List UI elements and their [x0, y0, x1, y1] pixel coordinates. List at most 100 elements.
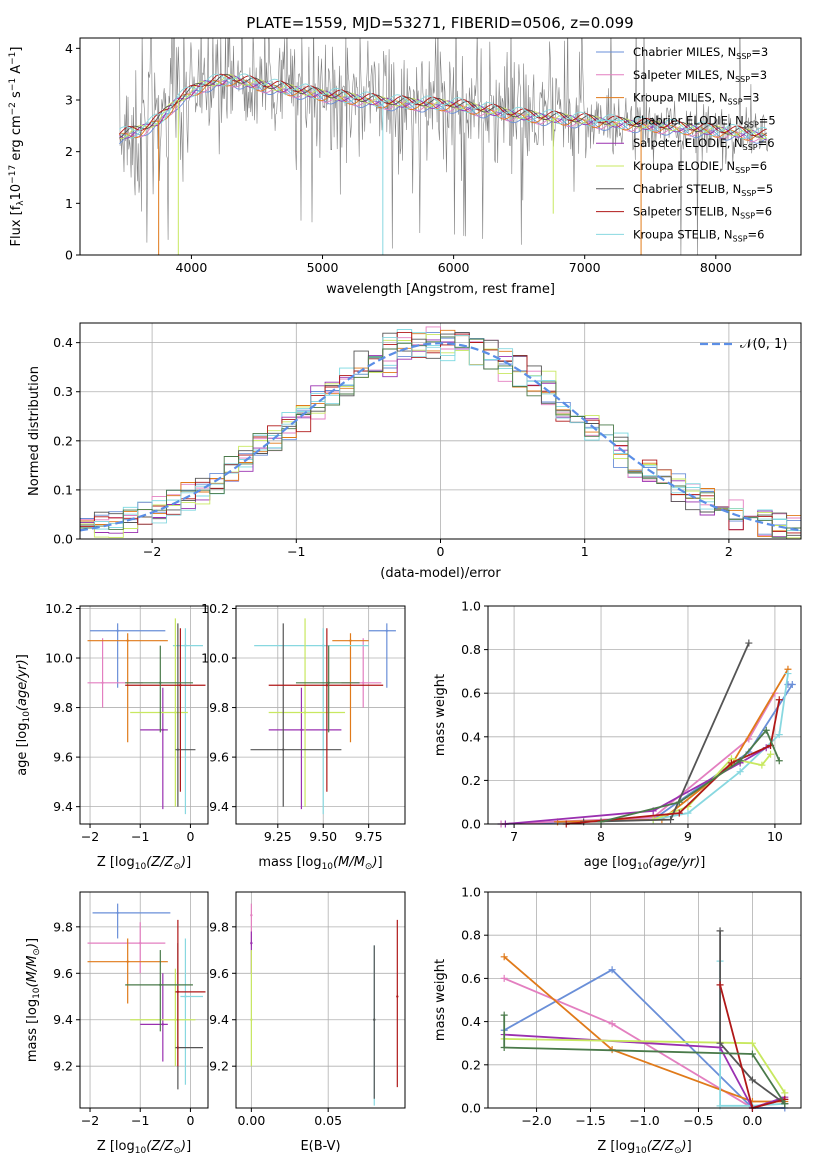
data-point: [139, 941, 142, 945]
mass_vs_EBV-plot-area: [250, 903, 399, 1106]
age_vs_Z-plot-area: [87, 618, 206, 815]
weight_vs_age-plot-area: [497, 639, 796, 828]
data-point: [303, 711, 307, 714]
weight-line: [652, 753, 772, 821]
axes-frame: [79, 37, 802, 256]
x-tick-label: −2: [143, 544, 161, 559]
x-tick-label: −2.0: [521, 1113, 551, 1128]
y-tick-label: 2: [65, 144, 73, 159]
x-tick-label: 8: [597, 829, 605, 844]
x-tick-label: −1.5: [575, 1113, 605, 1128]
legend-entry: Salpeter MILES, NSSP=3: [633, 68, 767, 84]
weight-marker: [716, 1039, 724, 1047]
data-point: [362, 681, 365, 684]
x-axis-label: Z [log10(Z/Z⊙)]: [97, 855, 191, 872]
legend-entry: 𝒩(0, 1): [740, 337, 787, 352]
weight-marker: [781, 1100, 789, 1108]
y-axis-label: Normed distribution: [27, 366, 42, 496]
data-point: [250, 941, 253, 945]
x-axis-label: (data-model)/error: [380, 566, 501, 581]
model-spectrum-line: [119, 73, 768, 140]
y-tick-label: 9.2: [53, 1059, 73, 1074]
weight-marker: [500, 1044, 508, 1052]
residual-histogram: [80, 336, 801, 538]
data-point: [282, 748, 285, 751]
x-tick-label: 8000: [700, 260, 732, 275]
weight-marker: [500, 1011, 508, 1019]
weight-marker: [500, 974, 508, 982]
legend-entry: Kroupa STELIB, NSSP=6: [633, 227, 764, 243]
residuals-plot-area: [80, 326, 801, 539]
weight-marker: [667, 816, 675, 824]
data-point: [126, 639, 129, 642]
legend-entry: Chabrier STELIB, NSSP=5: [633, 182, 773, 198]
weight-marker: [736, 768, 744, 776]
weight-marker: [736, 757, 744, 765]
y-tick-label: 0: [65, 248, 73, 263]
x-tick-label: −1: [287, 544, 305, 559]
data-point: [373, 1018, 376, 1021]
y-tick-label: 1.0: [461, 599, 481, 614]
data-point: [179, 684, 182, 687]
data-point: [250, 914, 253, 917]
x-tick-label: 0.05: [314, 1113, 342, 1128]
mass_vs_Z-panel: −2 −1 0 9.2 9.4 9.6 9.8 Z [log10(Z/Z⊙)] mass [lo…: [25, 891, 209, 1156]
y-tick-label: 0.0: [461, 1101, 481, 1116]
figure-title: PLATE=1559, MJD=53271, FIBERID=0506, z=0…: [246, 14, 633, 32]
y-axis-label: age [log10(age/yr)]: [15, 654, 32, 776]
data-point: [174, 711, 177, 714]
data-point: [161, 728, 165, 732]
data-point: [176, 990, 180, 994]
x-axis-label: E(B-V): [300, 1139, 340, 1154]
weight_vs_Z-plot-area: [500, 927, 789, 1112]
data-point: [325, 684, 329, 687]
y-tick-label: 0.8: [461, 928, 481, 943]
weight-marker: [675, 798, 683, 806]
x-tick-label: −2: [81, 829, 99, 844]
x-axis-label: mass [log10(M/M⊙)]: [258, 855, 382, 872]
y-tick-label: 9.8: [53, 919, 73, 934]
y-tick-label: 0.0: [461, 817, 481, 832]
weight-marker: [748, 1076, 756, 1084]
weight-marker: [775, 731, 783, 739]
axes-frame: [487, 605, 802, 825]
data-point: [116, 629, 119, 632]
x-tick-label: 9.25: [264, 829, 292, 844]
data-point: [176, 748, 180, 751]
legend-entry: Salpeter STELIB, NSSP=6: [633, 205, 772, 221]
y-tick-label: 10.2: [201, 601, 229, 616]
x-tick-label: 9.50: [309, 829, 337, 844]
weight-marker: [716, 981, 724, 989]
y-tick-label: 9.6: [209, 966, 229, 981]
y-axis-label: mass weight: [433, 959, 448, 1041]
normal-curve: [80, 342, 801, 532]
x-tick-label: −1: [131, 1113, 149, 1128]
x-tick-label: 9: [684, 829, 692, 844]
x-tick-label: 0: [186, 1113, 194, 1128]
y-tick-label: 0.4: [461, 729, 481, 744]
model-spectrum-line: [118, 73, 768, 137]
weight-marker: [781, 1089, 789, 1097]
axes-frame: [79, 322, 802, 540]
y-tick-label: 0.1: [53, 482, 73, 497]
axes-frame: [487, 891, 802, 1109]
y-tick-label: 9.6: [53, 966, 73, 981]
weight-marker: [727, 759, 735, 767]
y-tick-label: 0.2: [53, 433, 73, 448]
weight-marker: [684, 809, 692, 817]
x-tick-label: 6000: [438, 260, 470, 275]
x-tick-label: −2: [81, 1113, 99, 1128]
data-point: [322, 644, 325, 647]
y-tick-label: 9.6: [209, 750, 229, 765]
data-point: [385, 629, 389, 632]
data-point: [327, 681, 330, 684]
y-tick-label: 9.4: [53, 799, 73, 814]
y-tick-label: 9.4: [53, 1012, 73, 1027]
y-tick-label: 10.0: [201, 651, 229, 666]
y-tick-label: 9.8: [209, 919, 229, 934]
x-tick-label: −1.0: [629, 1113, 659, 1128]
data-point: [184, 995, 187, 998]
data-point: [396, 995, 399, 998]
legend-entry: Chabrier ELODIE, NSSP=5: [633, 113, 776, 129]
x-axis-label: age [log10(age/yr)]: [584, 855, 706, 872]
